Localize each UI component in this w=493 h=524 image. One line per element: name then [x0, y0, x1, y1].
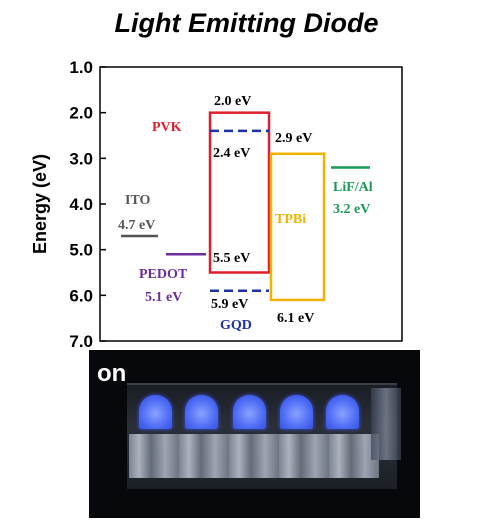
tpbi-band: [269, 152, 326, 302]
y-tick-label: 7.0: [69, 332, 93, 350]
y-tick-label: 2.0: [69, 104, 93, 123]
electrode-strip: [129, 434, 379, 478]
photo-label: on: [97, 360, 127, 387]
emitting-pixel: [326, 395, 359, 429]
y-tick-label: 1.0: [69, 58, 93, 77]
y-axis-label: Energy (eV): [30, 154, 50, 254]
y-tick-label: 5.0: [69, 241, 93, 260]
lifal-label: LiF/Al: [333, 180, 373, 195]
pvk-label: PVK: [152, 120, 182, 135]
pvk-homo-label: 5.5 eV: [213, 251, 250, 266]
y-ticks: 1.0 2.0 3.0 4.0 5.0 6.0 7.0: [69, 58, 106, 350]
emitting-pixel: [280, 395, 313, 429]
pedot-label: PEDOT: [139, 267, 188, 282]
tpbi-label: TPBi: [275, 212, 306, 227]
ito-label: ITO: [125, 193, 151, 208]
pedot-value: 5.1 eV: [145, 290, 182, 305]
ito-value: 4.7 eV: [118, 218, 155, 233]
emitting-pixel: [233, 395, 266, 429]
tpbi-lumo-label: 2.9 eV: [275, 131, 312, 146]
figure-title: Light Emitting Diode: [114, 8, 379, 38]
contact-clip: [371, 388, 401, 460]
y-tick-label: 3.0: [69, 149, 93, 168]
tpbi-homo-label: 6.1 eV: [277, 311, 314, 326]
pvk-band: [208, 111, 271, 274]
y-tick-label: 4.0: [69, 195, 93, 214]
emitting-pixel: [139, 395, 172, 429]
energy-diagram: Energy (eV) 1.0 2.0 3.0 4.0 5.0 6.0 7.0 PVK 2.…: [30, 58, 403, 350]
gqd-homo-label: 5.9 eV: [211, 297, 248, 312]
device-photo: on: [89, 350, 420, 518]
emitting-pixel: [185, 395, 218, 429]
lifal-value: 3.2 eV: [333, 202, 370, 217]
y-tick-label: 6.0: [69, 286, 93, 305]
pvk-lumo-label: 2.0 eV: [214, 94, 251, 109]
gqd-label: GQD: [220, 318, 252, 333]
gqd-lumo-label: 2.4 eV: [213, 146, 250, 161]
